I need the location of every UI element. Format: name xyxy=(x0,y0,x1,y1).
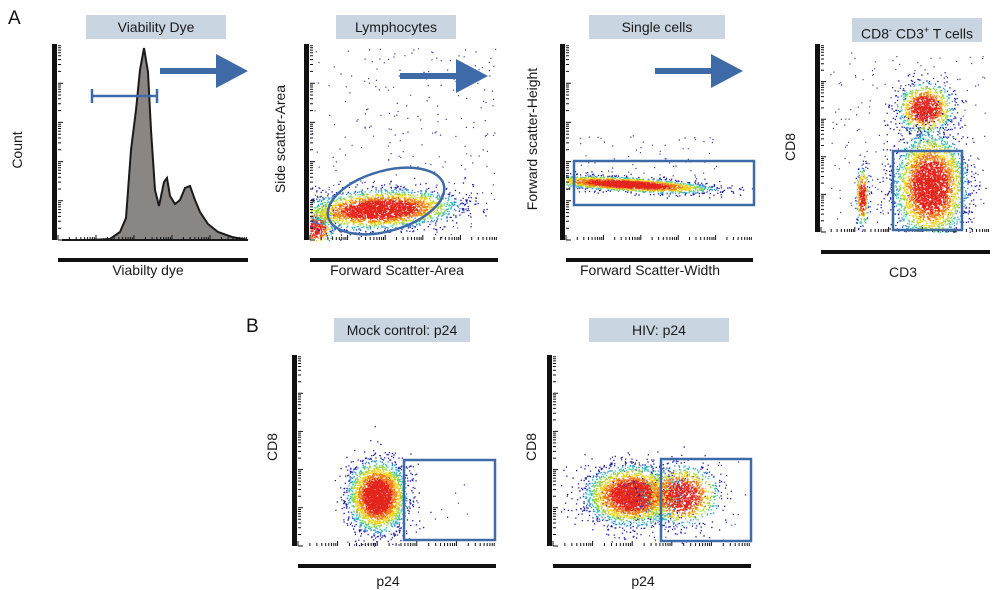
lymphocytes-y-label: Side scatter-Area xyxy=(272,84,288,194)
viability-arrow-icon xyxy=(160,54,248,88)
single-cells-tick-marks xyxy=(565,45,752,241)
mock-y-label: CD8 xyxy=(264,432,280,462)
hiv-main-cloud xyxy=(560,452,719,543)
viability-y-label: Count xyxy=(9,131,25,169)
mock-sparse-events xyxy=(414,474,468,520)
viability-tick-marks xyxy=(57,45,247,241)
viability-y-axis xyxy=(52,44,57,240)
cd8-cd3-plot-title: CD8- CD3+ T cells xyxy=(852,18,982,42)
hiv-y-label: CD8 xyxy=(523,432,539,462)
mock-plot-title: Mock control: p24 xyxy=(334,318,470,342)
hiv-plot-title: HIV: p24 xyxy=(589,318,729,342)
cd8-cd3-title-part-3: T cells xyxy=(929,25,974,42)
mock-gate xyxy=(402,458,497,542)
single-cells-gate xyxy=(572,159,756,207)
hiv-gate xyxy=(659,457,753,543)
viability-histogram xyxy=(62,47,249,241)
hiv-x-label: p24 xyxy=(631,573,655,589)
single-cells-sparse-events xyxy=(576,135,718,181)
cd8-cd3-title-sup-2: + xyxy=(923,25,930,35)
cd8-cd3-title-part-2: CD3 xyxy=(892,25,924,42)
viability-plot-title: Viability Dye xyxy=(86,15,226,39)
lymphocytes-gate-ellipse xyxy=(326,166,446,236)
viability-gate xyxy=(90,89,159,103)
hiv-tick-marks xyxy=(552,356,750,547)
cd8-cd3-cd3neg-cloud xyxy=(854,154,873,232)
hiv-p24pos-cloud xyxy=(605,446,747,544)
cd8-cd3-x-label: CD3 xyxy=(888,264,918,280)
mock-y-axis xyxy=(292,355,297,546)
cd8-cd3-tick-marks xyxy=(820,45,989,233)
mock-x-axis xyxy=(298,564,496,568)
cd8-cd3-title-part-1: CD8 xyxy=(860,25,889,42)
single-cells-cloud xyxy=(566,170,754,199)
viability-x-axis xyxy=(58,258,248,262)
lymphocytes-plot-title: Lymphocytes xyxy=(336,15,456,39)
cd8-cd3-y-label: CD8 xyxy=(782,132,798,162)
single-cells-x-label: Forward Scatter-Width xyxy=(579,262,721,278)
hiv-x-axis xyxy=(553,564,751,568)
lymphocytes-x-label: Forward Scatter-Area xyxy=(330,262,464,278)
cd8-cd3-x-axis xyxy=(821,250,990,254)
hiv-y-axis xyxy=(547,355,552,546)
cd8-cd3-gate xyxy=(891,149,964,232)
lymphocytes-tick-marks xyxy=(309,45,497,241)
single-cells-y-axis xyxy=(560,44,565,240)
panel-label-a: A xyxy=(8,8,21,29)
lymphocytes-x-axis xyxy=(310,258,498,262)
mock-x-label: p24 xyxy=(376,573,400,589)
cd8-cd3-cd8neg-cloud xyxy=(862,98,987,233)
cd8-cd3-cd8pos-cloud xyxy=(883,72,967,145)
lymphocytes-y-axis xyxy=(304,44,309,240)
single-cells-y-label: Forward scatter-Height xyxy=(524,67,540,211)
cd8-cd3-y-axis xyxy=(815,44,820,232)
single-cells-x-axis xyxy=(566,258,753,262)
lymphocytes-arrow-icon xyxy=(400,59,488,93)
lymphocytes-main-cloud xyxy=(310,177,488,239)
viability-x-label: Viabilty dye xyxy=(112,262,184,278)
cd8-cd3-title-sup-1: - xyxy=(889,25,892,35)
mock-tick-marks xyxy=(297,356,495,547)
panel-label-b: B xyxy=(246,316,259,337)
single-cells-plot-title: Single cells xyxy=(589,15,725,39)
single-cells-arrow-icon xyxy=(655,54,743,88)
mock-main-cloud xyxy=(334,425,432,547)
